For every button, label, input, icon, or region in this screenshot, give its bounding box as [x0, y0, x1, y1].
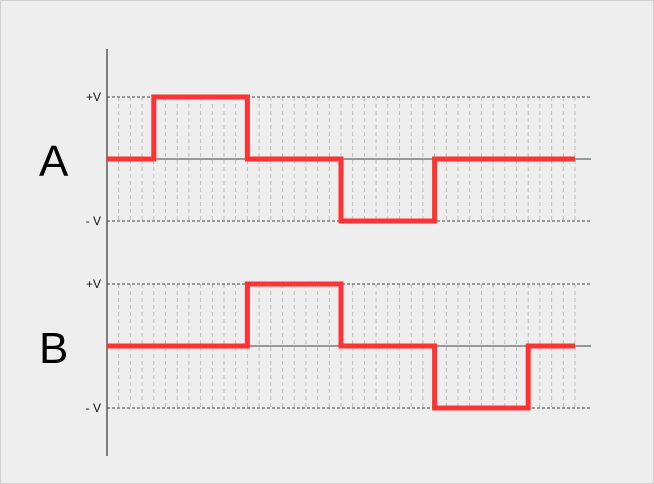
- channel-b-panel: +V - V B: [39, 277, 591, 415]
- channel-a-positive-level-label: +V: [86, 90, 101, 104]
- channel-a-signal-trace: [107, 94, 575, 224]
- channel-b-label: B: [39, 324, 68, 373]
- channel-a-panel: +V - V A: [39, 90, 591, 228]
- channel-b-signal-trace: [107, 281, 575, 411]
- channel-b-negative-level-label: - V: [86, 401, 101, 415]
- channel-a-label: A: [39, 137, 69, 186]
- channel-b-positive-level-label: +V: [86, 277, 101, 291]
- channel-a-negative-level-label: - V: [86, 214, 101, 228]
